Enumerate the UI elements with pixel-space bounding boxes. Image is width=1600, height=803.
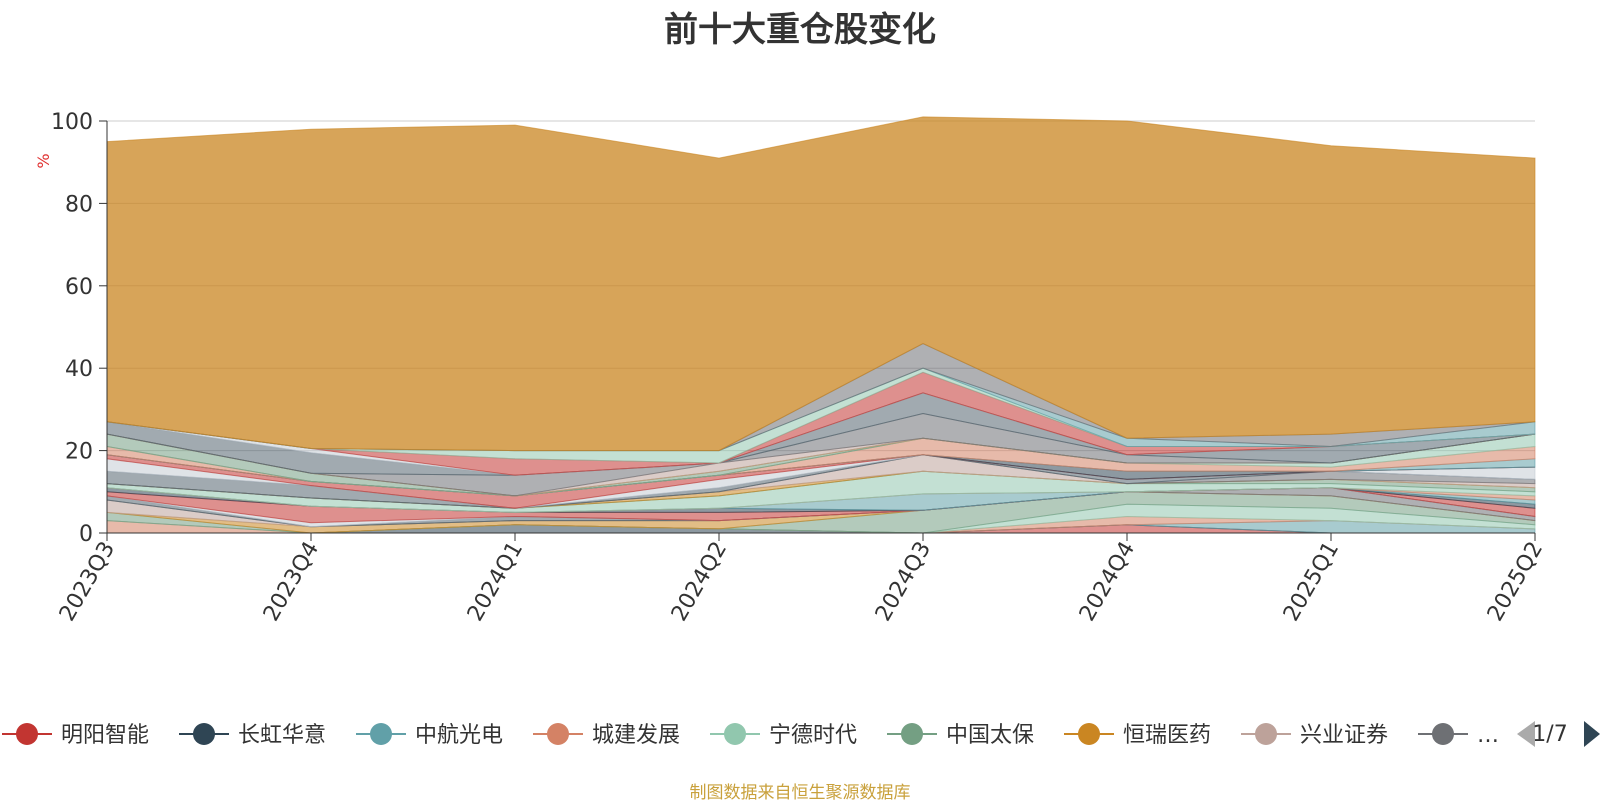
legend-marker bbox=[547, 723, 569, 745]
y-tick-label: 80 bbox=[65, 192, 93, 217]
source-note: 制图数据来自恒生聚源数据库 bbox=[689, 783, 911, 803]
legend-next-arrow-icon[interactable] bbox=[1584, 721, 1600, 747]
x-tick-label: 2024Q4 bbox=[1075, 538, 1140, 626]
x-tick-label: 2025Q1 bbox=[1279, 538, 1344, 626]
area-layer bbox=[106, 116, 1536, 534]
x-tick-label: 2025Q2 bbox=[1483, 538, 1548, 626]
legend-prev-arrow-icon[interactable] bbox=[1517, 721, 1535, 747]
y-tick-label: 100 bbox=[51, 110, 93, 135]
legend-item[interactable]: 明阳智能 bbox=[2, 723, 149, 748]
legend-label: 长虹华意 bbox=[238, 723, 326, 748]
legend-label: 兴业证券 bbox=[1300, 723, 1388, 748]
legend-label: 明阳智能 bbox=[61, 723, 149, 748]
legend-label: 宁德时代 bbox=[769, 723, 857, 748]
legend-label: 恒瑞医药 bbox=[1123, 723, 1211, 748]
legend-marker bbox=[724, 723, 746, 745]
y-axis-label: % bbox=[34, 153, 53, 168]
legend-item[interactable]: 宁德时代 bbox=[710, 723, 857, 748]
legend-label: … bbox=[1477, 723, 1499, 748]
legend-item[interactable]: 恒瑞医药 bbox=[1064, 723, 1211, 748]
legend-item[interactable]: … bbox=[1418, 723, 1499, 748]
legend-item[interactable]: 长虹华意 bbox=[179, 723, 326, 748]
x-tick-label: 2024Q3 bbox=[871, 538, 936, 626]
legend-item[interactable]: 城建发展 bbox=[533, 723, 680, 748]
legend-marker bbox=[370, 723, 392, 745]
legend-marker bbox=[1078, 723, 1100, 745]
legend-marker bbox=[901, 723, 923, 745]
legend-item[interactable]: 兴业证券 bbox=[1241, 723, 1388, 748]
legend-item[interactable]: 中航光电 bbox=[356, 723, 503, 748]
legend-marker bbox=[1255, 723, 1277, 745]
legend-label: 中国太保 bbox=[946, 723, 1034, 748]
legend-label: 中航光电 bbox=[415, 723, 503, 748]
legend-marker bbox=[16, 723, 38, 745]
legend: 明阳智能 长虹华意 中航光电 城建发展 宁德时代 中国太保 恒瑞医药 兴业证券 … bbox=[2, 723, 1499, 748]
y-tick-label: 40 bbox=[65, 357, 93, 382]
y-tick-label: 60 bbox=[65, 275, 93, 300]
legend-marker bbox=[1432, 723, 1454, 745]
legend-pager: 1/7 bbox=[1517, 721, 1600, 747]
legend-page-indicator: 1/7 bbox=[1532, 722, 1567, 747]
x-tick-label: 2024Q2 bbox=[667, 538, 732, 626]
y-tick-label: 20 bbox=[65, 440, 93, 465]
x-tick-label: 2024Q1 bbox=[463, 538, 528, 626]
y-tick-label: 0 bbox=[79, 522, 93, 547]
legend-marker bbox=[193, 723, 215, 745]
x-tick-label: 2023Q4 bbox=[259, 538, 324, 626]
legend-item[interactable]: 中国太保 bbox=[887, 723, 1034, 748]
chart-title: 前十大重仓股变化 bbox=[664, 10, 936, 50]
x-tick-label: 2023Q3 bbox=[55, 538, 120, 626]
legend-label: 城建发展 bbox=[592, 723, 680, 748]
area-series-37 bbox=[106, 116, 1536, 452]
